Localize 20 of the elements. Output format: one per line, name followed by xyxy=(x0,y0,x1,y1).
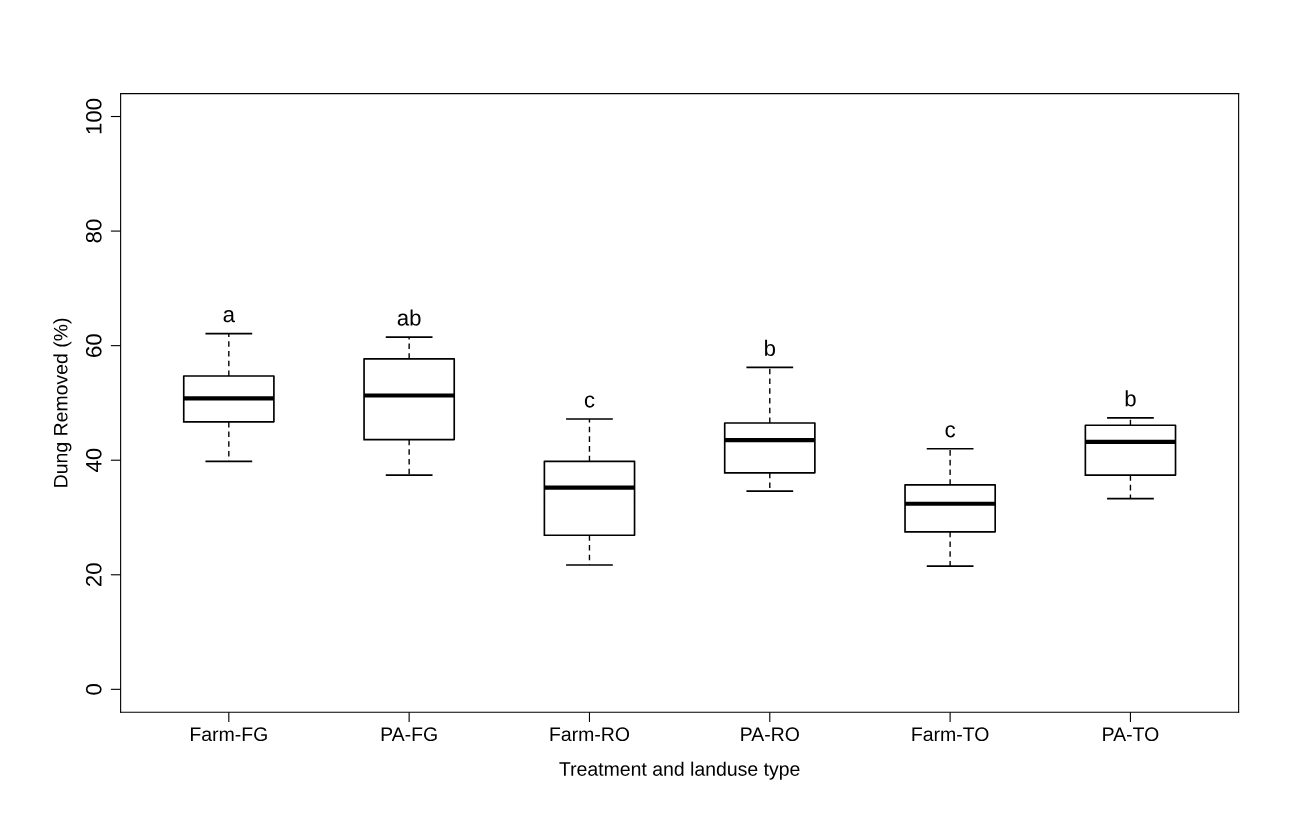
y-tick-label: 20 xyxy=(85,563,102,587)
y-tick-label: 100 xyxy=(85,98,102,134)
x-tick-label: PA-TO xyxy=(1103,727,1159,742)
x-axis-title: Treatment and landuse type xyxy=(559,761,800,780)
y-tick-label: 60 xyxy=(85,334,102,357)
y-axis-title: Dung Removed (%) xyxy=(53,318,72,487)
x-tick-label: PA-RO xyxy=(741,727,799,742)
x-tick-label: PA-FG xyxy=(381,727,437,742)
y-tick-label: 0 xyxy=(85,684,102,695)
x-tick-label: Farm-TO xyxy=(912,727,989,742)
annotation: b xyxy=(1125,390,1136,407)
x-tick-label: Farm-FG xyxy=(190,727,267,742)
annotation: b xyxy=(765,339,776,357)
y-tick-label: 80 xyxy=(85,219,102,243)
y-tick-label: 40 xyxy=(85,448,102,473)
x-tick-label: Farm-RO xyxy=(550,727,630,742)
annotation: c xyxy=(945,425,956,438)
annotation: a xyxy=(223,310,235,323)
annotation: ab xyxy=(397,309,421,326)
annotation: c xyxy=(584,395,595,408)
